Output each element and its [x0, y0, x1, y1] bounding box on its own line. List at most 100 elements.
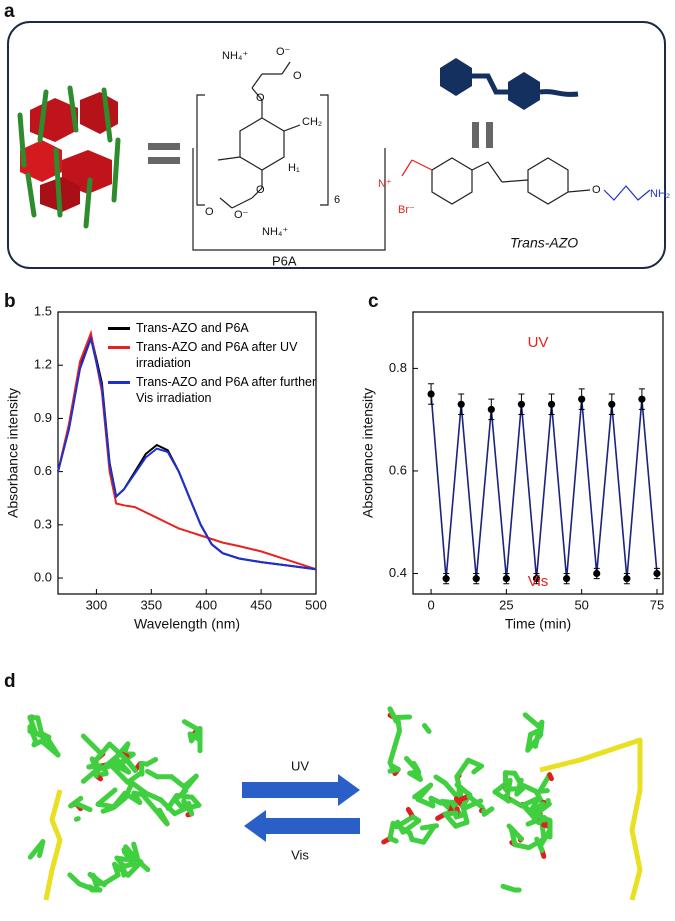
chem-label: Br⁻	[398, 204, 415, 216]
chem-label: NH₄⁺	[262, 226, 288, 238]
bond	[419, 823, 440, 831]
y-axis-title: Absorbance intensity	[360, 388, 376, 518]
bond	[387, 835, 399, 844]
data-point	[563, 575, 571, 583]
data-point	[517, 400, 526, 408]
bond	[460, 803, 470, 825]
x-axis-title: Wavelength (nm)	[134, 616, 240, 632]
y-tick-label: 1.5	[34, 303, 52, 318]
bond	[481, 806, 495, 817]
bond	[73, 801, 93, 813]
bond	[73, 816, 81, 822]
chem-label: 6	[334, 194, 340, 206]
bond	[519, 795, 542, 809]
data-point	[578, 395, 586, 403]
bond	[100, 805, 116, 814]
y-tick-label: 0.9	[34, 410, 52, 425]
data-point	[608, 400, 616, 408]
chem-label: O⁻	[234, 209, 249, 221]
y-tick-label: 0.4	[389, 565, 407, 580]
bond	[108, 763, 131, 785]
y-tick-label: 0.0	[34, 569, 52, 584]
bond	[471, 763, 484, 775]
x-tick-label: 75	[650, 597, 664, 612]
panel-label: b	[4, 291, 16, 312]
y-tick-label: 0.8	[389, 360, 407, 375]
chem-label: O	[205, 206, 214, 218]
data-line	[57, 335, 317, 571]
compound-name: P6A	[272, 253, 297, 268]
bond	[387, 820, 396, 841]
bond	[392, 728, 402, 750]
legend-label: Trans-AZO and P6A	[136, 321, 249, 335]
bond	[466, 793, 485, 810]
scheme-frame	[7, 21, 666, 269]
bond	[503, 786, 526, 792]
panel-label: c	[368, 291, 379, 312]
annotation: UV	[528, 334, 549, 351]
bond	[454, 757, 471, 780]
bond	[537, 772, 553, 794]
bond	[110, 790, 128, 811]
legend-label: Trans-AZO and P6A after further Vis irra…	[136, 375, 317, 405]
data-point	[472, 575, 480, 583]
legend-swatch	[108, 381, 130, 384]
bond	[422, 723, 432, 734]
chem-label: H₁	[288, 162, 300, 174]
chem-label: CH₂	[302, 116, 322, 128]
legend-entry: Trans-AZO and P6A	[108, 320, 321, 336]
bond	[411, 760, 421, 773]
switch-arrows	[242, 774, 360, 842]
chem-label: NH₂	[650, 188, 670, 200]
y-tick-label: 0.6	[34, 463, 52, 478]
bond	[547, 772, 554, 782]
x-tick-label: 25	[499, 597, 513, 612]
x-tick-label: 0	[427, 597, 434, 612]
plot-frame	[57, 311, 317, 595]
legend-swatch	[108, 327, 130, 330]
bond	[400, 818, 422, 835]
compound-name: Trans-AZO	[510, 235, 578, 251]
bond	[80, 733, 103, 756]
annotation: Vis	[528, 573, 549, 590]
legend-entry: Trans-AZO and P6A after further Vis irra…	[108, 374, 321, 406]
bond	[150, 804, 170, 827]
arrow-label: Vis	[291, 847, 309, 862]
bond	[93, 741, 113, 763]
bond	[395, 819, 406, 835]
bond	[522, 712, 541, 729]
bond	[107, 741, 129, 763]
bond	[539, 737, 643, 901]
data-point	[653, 569, 661, 578]
chem-label: N⁺	[378, 178, 392, 190]
molecule-render	[27, 706, 643, 901]
y-tick-label: 0.6	[389, 462, 407, 477]
bond	[492, 789, 512, 804]
x-tick-label: 300	[86, 597, 108, 612]
bond	[180, 773, 199, 794]
x-tick-label: 350	[140, 597, 162, 612]
legend-swatch	[108, 346, 130, 349]
x-axis-title: Time (min)	[505, 616, 571, 632]
bond	[35, 715, 45, 737]
legend-label: Trans-AZO and P6A after UV irradiation	[136, 340, 298, 370]
macrocycle-cartoon	[17, 85, 121, 229]
y-axis-title: Absorbance intensity	[5, 388, 21, 518]
azo-structure	[401, 157, 651, 205]
bond	[45, 736, 61, 758]
panel-label: d	[4, 671, 16, 692]
plot-frame	[412, 311, 664, 595]
y-tick-label: 1.2	[34, 357, 52, 372]
bond	[122, 790, 143, 805]
x-tick-label: 400	[195, 597, 217, 612]
azo-cartoon	[440, 58, 579, 110]
arrow-label: UV	[291, 758, 309, 773]
bond	[37, 839, 46, 859]
x-tick-label: 500	[305, 597, 327, 612]
bond	[387, 744, 398, 766]
data-point	[427, 390, 435, 398]
data-point	[547, 400, 556, 408]
panel-label: a	[4, 1, 15, 22]
bond	[506, 823, 524, 842]
x-tick-label: 450	[250, 597, 272, 612]
